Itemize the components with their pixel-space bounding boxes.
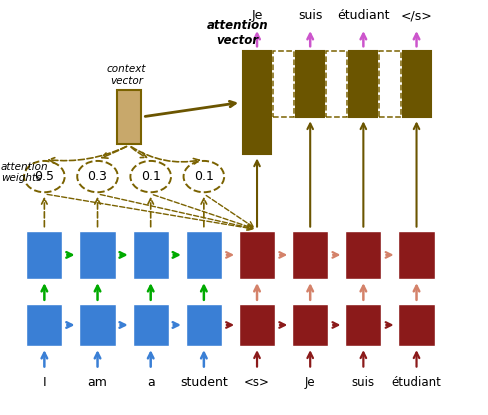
Text: I: I bbox=[42, 376, 46, 389]
Text: a: a bbox=[147, 376, 155, 389]
FancyBboxPatch shape bbox=[243, 51, 271, 154]
FancyBboxPatch shape bbox=[26, 231, 62, 278]
Text: étudiant: étudiant bbox=[391, 376, 442, 389]
FancyBboxPatch shape bbox=[345, 304, 382, 346]
Text: <s>: <s> bbox=[244, 376, 270, 389]
FancyBboxPatch shape bbox=[292, 231, 328, 278]
Text: student: student bbox=[180, 376, 228, 389]
FancyBboxPatch shape bbox=[239, 304, 275, 346]
FancyBboxPatch shape bbox=[186, 304, 222, 346]
Text: attention
vector: attention vector bbox=[207, 19, 268, 47]
FancyBboxPatch shape bbox=[239, 231, 275, 278]
FancyBboxPatch shape bbox=[403, 51, 430, 117]
FancyBboxPatch shape bbox=[186, 231, 222, 278]
FancyBboxPatch shape bbox=[133, 231, 169, 278]
FancyBboxPatch shape bbox=[26, 304, 62, 346]
Text: 0.1: 0.1 bbox=[141, 170, 161, 183]
Text: 0.3: 0.3 bbox=[87, 170, 107, 183]
Text: 0.5: 0.5 bbox=[34, 170, 54, 183]
Text: suis: suis bbox=[352, 376, 375, 389]
Text: étudiant: étudiant bbox=[337, 9, 389, 22]
FancyBboxPatch shape bbox=[349, 51, 377, 117]
Text: suis: suis bbox=[298, 9, 323, 22]
FancyBboxPatch shape bbox=[296, 51, 324, 117]
Text: Je: Je bbox=[251, 9, 263, 22]
Text: am: am bbox=[87, 376, 107, 389]
Text: 0.1: 0.1 bbox=[194, 170, 214, 183]
FancyBboxPatch shape bbox=[133, 304, 169, 346]
FancyBboxPatch shape bbox=[117, 90, 141, 144]
FancyBboxPatch shape bbox=[292, 304, 328, 346]
Text: attention
weights: attention weights bbox=[1, 162, 48, 183]
Text: context
vector: context vector bbox=[107, 64, 146, 86]
FancyBboxPatch shape bbox=[398, 231, 435, 278]
FancyBboxPatch shape bbox=[80, 231, 116, 278]
FancyBboxPatch shape bbox=[80, 304, 116, 346]
Text: Je: Je bbox=[305, 376, 316, 389]
FancyBboxPatch shape bbox=[398, 304, 435, 346]
Text: </s>: </s> bbox=[401, 9, 432, 22]
FancyBboxPatch shape bbox=[345, 231, 382, 278]
